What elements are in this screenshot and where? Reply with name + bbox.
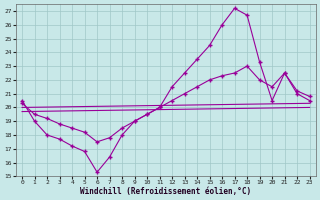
X-axis label: Windchill (Refroidissement éolien,°C): Windchill (Refroidissement éolien,°C) — [80, 187, 252, 196]
